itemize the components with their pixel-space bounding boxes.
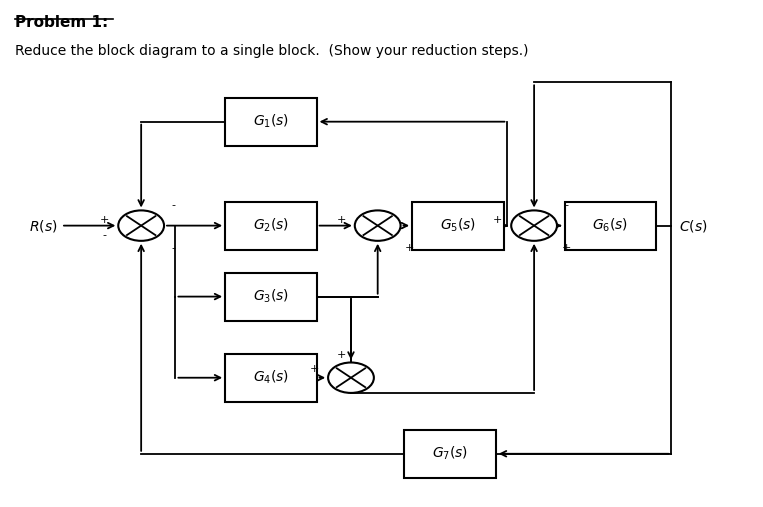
Text: $G_3(s)$: $G_3(s)$ — [253, 288, 289, 305]
Text: +: + — [405, 243, 414, 254]
Text: $G_1(s)$: $G_1(s)$ — [253, 113, 289, 130]
Circle shape — [328, 363, 374, 393]
Text: $G_5(s)$: $G_5(s)$ — [439, 217, 476, 234]
Text: +: + — [336, 214, 346, 225]
Circle shape — [118, 210, 164, 241]
Text: +: + — [100, 214, 109, 225]
Text: $G_4(s)$: $G_4(s)$ — [253, 369, 289, 386]
Text: +: + — [337, 350, 346, 360]
Circle shape — [355, 210, 401, 241]
Text: -: - — [564, 200, 568, 210]
Text: $R(s)$: $R(s)$ — [29, 218, 57, 234]
Text: +: + — [493, 214, 502, 225]
Text: $G_6(s)$: $G_6(s)$ — [592, 217, 629, 234]
Text: -: - — [171, 200, 175, 210]
Text: $C(s)$: $C(s)$ — [679, 218, 707, 234]
Text: -: - — [171, 243, 175, 254]
Text: -: - — [102, 230, 107, 240]
Text: $G_7(s)$: $G_7(s)$ — [432, 445, 468, 462]
Bar — [225, 98, 317, 146]
Text: Reduce the block diagram to a single block.  (Show your reduction steps.): Reduce the block diagram to a single blo… — [15, 44, 529, 58]
Bar — [404, 430, 496, 478]
Bar — [225, 354, 317, 402]
Text: $G_2(s)$: $G_2(s)$ — [253, 217, 289, 234]
Text: +: + — [310, 364, 319, 374]
Text: +: + — [562, 243, 571, 254]
Bar — [565, 202, 656, 249]
Bar — [225, 273, 317, 321]
Bar — [225, 202, 317, 249]
Text: Problem 1:: Problem 1: — [15, 15, 108, 30]
Circle shape — [511, 210, 557, 241]
Bar — [412, 202, 504, 249]
